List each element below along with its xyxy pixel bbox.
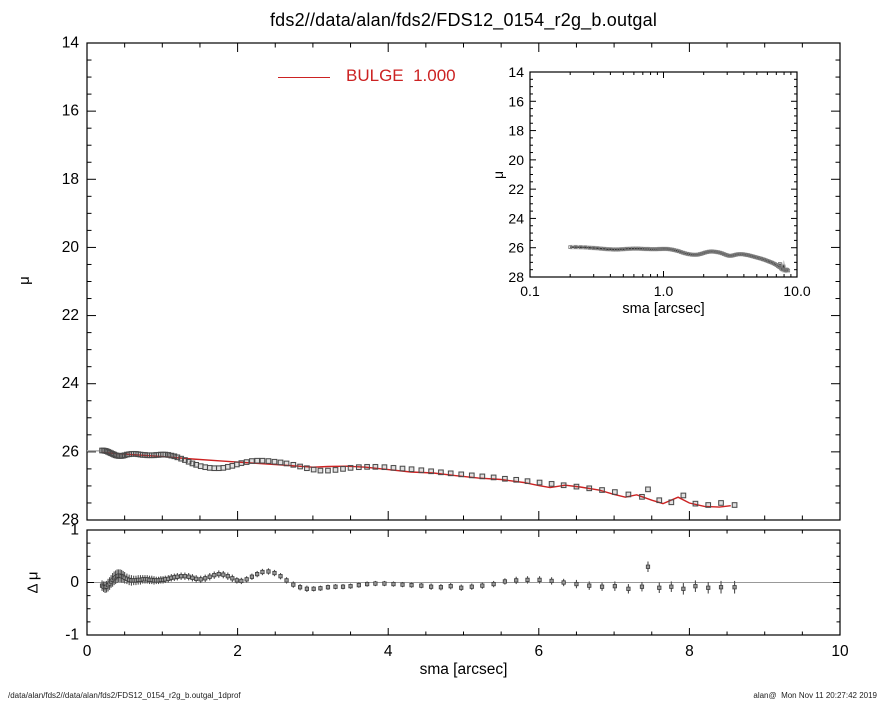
svg-text:18: 18 bbox=[508, 123, 524, 139]
residual-axes bbox=[86, 529, 841, 636]
svg-text:14: 14 bbox=[62, 35, 80, 52]
svg-text:2: 2 bbox=[233, 643, 242, 660]
bulge-model-line bbox=[102, 451, 731, 508]
inset-y-axis-label: μ bbox=[490, 170, 507, 180]
svg-text:20: 20 bbox=[62, 239, 80, 256]
main-y-axis-label: μ bbox=[15, 276, 33, 285]
inset-tick-labels: 14 16 18 20 22 24 26 280.1 1.0 10.0 bbox=[508, 64, 810, 299]
svg-text:14: 14 bbox=[508, 64, 524, 80]
inset-x-axis-label: sma [arcsec] bbox=[622, 301, 705, 317]
footer-output-path: /data/alan/fds2//data/alan/fds2/FDS12_01… bbox=[8, 691, 241, 700]
svg-text:10: 10 bbox=[831, 643, 849, 660]
svg-text:1: 1 bbox=[70, 522, 79, 539]
main-data-points bbox=[99, 447, 738, 508]
svg-text:16: 16 bbox=[508, 93, 524, 109]
svg-text:-1: -1 bbox=[65, 627, 79, 644]
x-axis-label: sma [arcsec] bbox=[419, 661, 508, 678]
svg-text:20: 20 bbox=[508, 152, 524, 168]
legend-line-sample bbox=[278, 77, 330, 78]
svg-text:6: 6 bbox=[534, 643, 543, 660]
main-axes bbox=[86, 42, 841, 521]
residual-points bbox=[99, 561, 737, 595]
svg-text:0: 0 bbox=[70, 574, 79, 591]
svg-text:10.0: 10.0 bbox=[783, 283, 810, 299]
svg-text:28: 28 bbox=[508, 269, 524, 285]
svg-text:0: 0 bbox=[83, 643, 92, 660]
residual-tick-labels: 10-10 2 4 6 8 10 bbox=[65, 522, 849, 661]
main-y-tick-labels: 14 16 18 20 22 24 26 28 bbox=[62, 35, 80, 529]
svg-text:0.1: 0.1 bbox=[520, 283, 540, 299]
plot-title: fds2//data/alan/fds2/FDS12_0154_r2g_b.ou… bbox=[269, 10, 658, 30]
inset-profile-line bbox=[568, 244, 791, 274]
svg-text:26: 26 bbox=[508, 240, 524, 256]
svg-text:24: 24 bbox=[508, 210, 524, 226]
svg-text:8: 8 bbox=[685, 643, 694, 660]
svg-text:22: 22 bbox=[508, 181, 524, 197]
inset-axes bbox=[529, 71, 798, 278]
svg-text:1.0: 1.0 bbox=[654, 283, 674, 299]
svg-text:22: 22 bbox=[62, 307, 79, 324]
svg-text:24: 24 bbox=[62, 375, 80, 392]
legend-label: BULGE 1.000 bbox=[346, 66, 456, 85]
svg-text:28: 28 bbox=[62, 512, 79, 529]
svg-text:4: 4 bbox=[384, 643, 393, 660]
svg-text:16: 16 bbox=[62, 103, 79, 120]
footer-user-timestamp: alan@ Mon Nov 11 20:27:42 2019 bbox=[753, 691, 877, 700]
svg-text:26: 26 bbox=[62, 443, 79, 460]
svg-text:18: 18 bbox=[62, 171, 79, 188]
residual-y-axis-label: Δ μ bbox=[24, 571, 42, 594]
